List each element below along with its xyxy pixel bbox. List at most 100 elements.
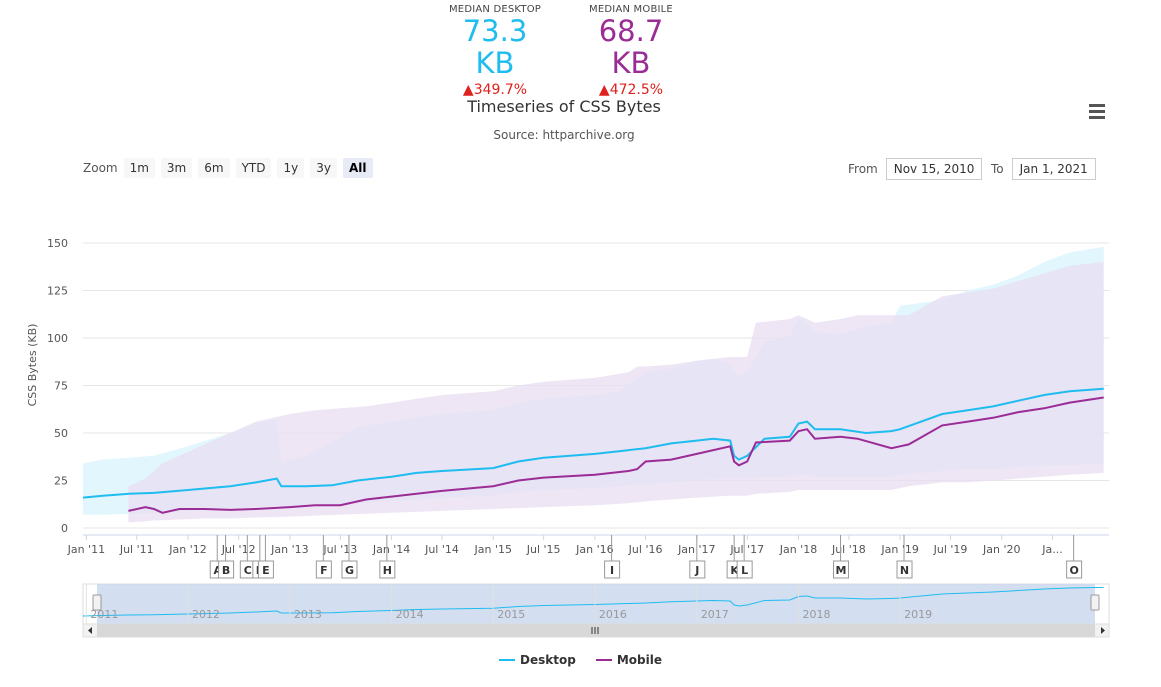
- navigator-year-label: 2014: [396, 608, 424, 621]
- x-tick-label: Jan '11: [67, 543, 105, 556]
- navigator-year-label: 2015: [497, 608, 525, 621]
- y-tick-label: 75: [54, 380, 68, 393]
- flag-label-m: M: [836, 564, 847, 577]
- median-mobile-change: ▲472.5%: [598, 82, 664, 98]
- zoom-3y-button[interactable]: 3y: [310, 158, 337, 178]
- x-tick-label: Jul '16: [628, 543, 663, 556]
- x-tick-label: Jan '14: [372, 543, 410, 556]
- to-label: To: [991, 162, 1004, 176]
- y-tick-label: 25: [54, 475, 68, 488]
- legend-label-desktop: Desktop: [520, 653, 576, 667]
- legend-swatch-desktop: [499, 659, 516, 661]
- flag-box-h: [379, 560, 396, 579]
- flag-label-g: G: [345, 564, 354, 577]
- range-from: From Nov 15, 2010: [848, 158, 983, 180]
- navigator-right-handle[interactable]: [1090, 594, 1100, 611]
- zoom-1y-button[interactable]: 1y: [277, 158, 305, 178]
- flag-label-j: J: [694, 564, 699, 577]
- hamburger-menu-icon[interactable]: [1086, 104, 1108, 122]
- median-mobile-value: 68.7 KB: [598, 14, 664, 80]
- y-tick-label: 150: [47, 237, 68, 250]
- legend-swatch-mobile: [595, 659, 612, 661]
- flag-label-e: E: [262, 564, 270, 577]
- y-tick-label: 50: [54, 427, 68, 440]
- median-desktop-change: ▲349.7%: [462, 82, 528, 98]
- flag-label-a: A: [213, 564, 222, 577]
- zoom-ytd-button[interactable]: YTD: [235, 158, 272, 178]
- x-tick-label: Jan '16: [575, 543, 613, 556]
- y-tick-label: 0: [61, 522, 68, 535]
- flag-box-g: [341, 560, 358, 579]
- navigator: 2011 2012 2013 2014 2015 2016 2017 2018 2019: [82, 583, 1110, 638]
- flag-box-b: [218, 560, 235, 579]
- x-tick-label: Jan '19: [880, 543, 918, 556]
- flag-label-b: B: [222, 564, 230, 577]
- zoom-label: Zoom: [83, 161, 118, 175]
- flag-box-e: [257, 560, 274, 579]
- legend: Desktop Mobile: [0, 653, 1161, 667]
- navigator-year-label: 2016: [599, 608, 627, 621]
- x-tick-label: Jul '14: [424, 543, 459, 556]
- navigator-year-label: 2011: [90, 608, 118, 621]
- chart-subtitle: Source: httparchive.org: [493, 128, 635, 142]
- flag-label-l: L: [741, 564, 748, 577]
- navigator-year-label: 2018: [802, 608, 830, 621]
- event-flags: ABCDEFGHIJKLMNO: [209, 535, 1083, 579]
- median-mobile-stat: MEDIAN MOBILE 68.7 KB ▲472.5%: [576, 4, 686, 98]
- flag-box-o: [1066, 560, 1083, 579]
- zoom-all-button[interactable]: All: [342, 158, 373, 178]
- median-desktop-stat: MEDIAN DESKTOP 73.3 KB ▲349.7%: [440, 4, 550, 98]
- x-tick-label: Jul '11: [119, 543, 154, 556]
- y-tick-label: 125: [47, 285, 68, 298]
- navigator-year-label: 2019: [904, 608, 932, 621]
- range-to: To Jan 1, 2021: [991, 158, 1096, 180]
- navigator-year-label: 2012: [192, 608, 220, 621]
- to-date-input[interactable]: Jan 1, 2021: [1011, 158, 1096, 180]
- series-line-desktop: [82, 387, 1104, 499]
- zoom-6m-button[interactable]: 6m: [198, 158, 230, 178]
- x-tick-label: Jan '13: [270, 543, 308, 556]
- y-axis-label: CSS Bytes (KB): [26, 324, 39, 407]
- navigator-year-label: 2017: [701, 608, 729, 621]
- flag-box-m: [833, 560, 850, 579]
- scrollbar-thumb[interactable]: [97, 624, 1095, 637]
- flag-box-i: [604, 560, 621, 579]
- flag-box-j: [689, 560, 706, 579]
- median-desktop-label: MEDIAN DESKTOP: [448, 4, 542, 15]
- flag-label-n: N: [900, 564, 909, 577]
- zoom-selector: Zoom 1m 3m 6m YTD 1y 3y All: [83, 158, 379, 178]
- navigator-year-label: 2013: [294, 608, 322, 621]
- flag-box-n: [896, 560, 913, 579]
- zoom-1m-button[interactable]: 1m: [123, 158, 155, 178]
- percentile-bands: [83, 246, 1104, 523]
- scrollbar-right-arrow-icon[interactable]: [1101, 627, 1105, 634]
- flag-label-h: H: [383, 564, 392, 577]
- flag-label-i: I: [610, 564, 614, 577]
- x-tick-label: Jul '17: [729, 543, 764, 556]
- x-tick-label: Jul '18: [831, 543, 866, 556]
- flag-box-l: [736, 560, 753, 579]
- x-tick-label: Jan '12: [168, 543, 206, 556]
- x-tick-label: Jan '20: [982, 543, 1020, 556]
- x-tick-label: Jul '19: [933, 543, 968, 556]
- x-axis: Jan '11 Jul '11 Jan '12 Jul '12 Jan '13 Jul '…: [67, 534, 1109, 556]
- chart-title: Timeseries of CSS Bytes: [467, 97, 661, 116]
- median-desktop-value: 73.3 KB: [462, 14, 528, 80]
- flag-label-k: K: [730, 564, 739, 577]
- flag-label-c: C: [244, 564, 252, 577]
- legend-item-desktop[interactable]: Desktop: [499, 653, 576, 667]
- x-tick-label: Jan '15: [473, 543, 511, 556]
- flag-box-f: [315, 560, 332, 579]
- from-date-input[interactable]: Nov 15, 2010: [885, 158, 983, 180]
- navigator-left-handle[interactable]: [92, 594, 102, 611]
- timeseries-chart: 0 25 50 75 100 125 150 CSS Bytes (KB) Jan '11 J…: [26, 237, 1110, 638]
- from-label: From: [848, 162, 878, 176]
- band-mobile: [128, 262, 1104, 523]
- median-mobile-label: MEDIAN MOBILE: [589, 4, 673, 15]
- flag-label-f: F: [320, 564, 328, 577]
- legend-item-mobile[interactable]: Mobile: [595, 653, 662, 667]
- zoom-3m-button[interactable]: 3m: [160, 158, 193, 178]
- scrollbar-left-arrow-icon[interactable]: [88, 627, 92, 634]
- legend-label-mobile: Mobile: [616, 653, 662, 667]
- navigator-line: [82, 586, 1104, 617]
